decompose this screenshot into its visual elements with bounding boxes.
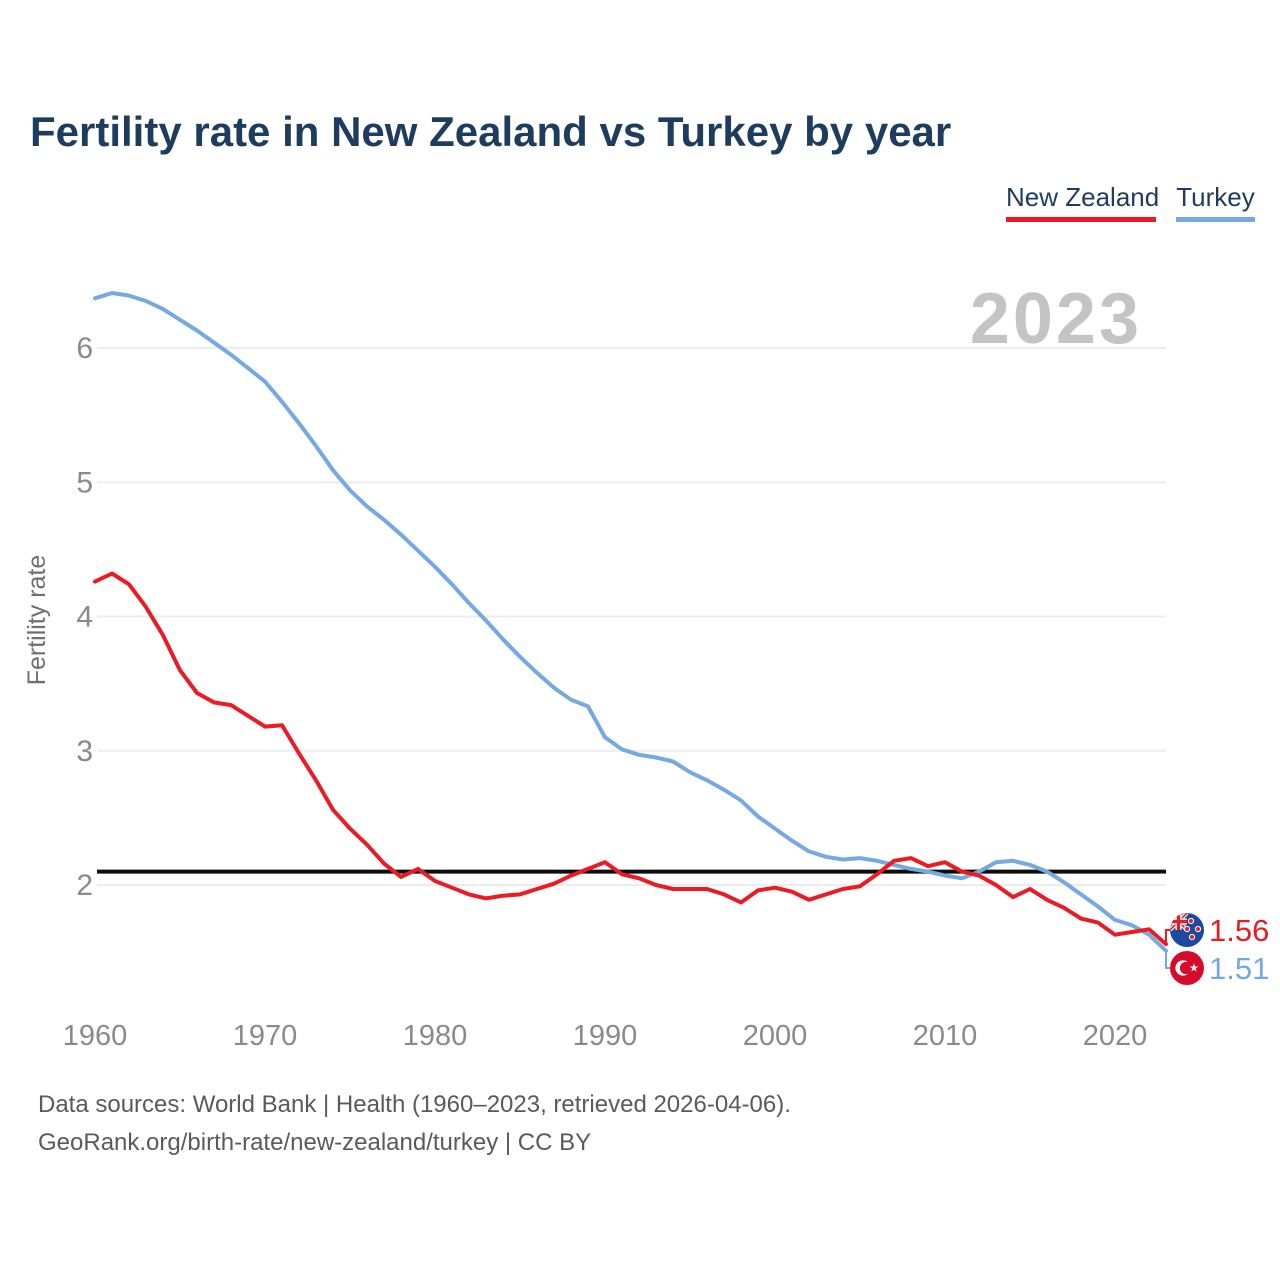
new-zealand-line	[93, 571, 1168, 947]
nz-star	[1194, 925, 1202, 933]
end-value-turkey: 1.51	[1209, 951, 1269, 986]
turkey-line	[93, 291, 1168, 953]
y-tick-label-4: 4	[76, 601, 93, 634]
x-tick-label-2000: 2000	[743, 1020, 808, 1052]
y-tick-label-3: 3	[76, 735, 93, 768]
nz-star	[1187, 917, 1195, 925]
turkey-flag-icon	[1170, 951, 1204, 985]
x-tick-label-2010: 2010	[913, 1020, 978, 1052]
turkey-connector	[1165, 950, 1170, 969]
y-axis-title: Fertility rate	[23, 555, 51, 686]
legend-item-new-zealand[interactable]: New Zealand	[1006, 182, 1159, 222]
x-tick-label-1990: 1990	[573, 1020, 638, 1052]
x-tick-label-1970: 1970	[233, 1020, 298, 1052]
line-chart: 2 3 4 5 6 1960 1970 1980 1990 2000 2010 2020 Fertili…	[23, 279, 1269, 1052]
legend: New Zealand Turkey	[0, 182, 1280, 222]
new-zealand-flag-icon	[1170, 913, 1204, 947]
watermark-year: 2023	[970, 279, 1142, 359]
footer-attribution-link: GeoRank.org/birth-rate/new-zealand/turke…	[38, 1129, 592, 1156]
footer-data-sources: Data sources: World Bank | Health (1960–…	[38, 1091, 791, 1118]
footer: Data sources: World Bank | Health (1960–…	[38, 1086, 791, 1162]
y-tick-label-5: 5	[76, 466, 93, 499]
nz-star	[1188, 933, 1196, 941]
x-tick-label-1980: 1980	[403, 1020, 468, 1052]
end-value-new-zealand: 1.56	[1209, 913, 1269, 948]
y-tick-label-2: 2	[76, 869, 93, 902]
x-tick-label-1960: 1960	[63, 1020, 128, 1052]
new-zealand-connector	[1165, 929, 1170, 945]
x-tick-label-2020: 2020	[1083, 1020, 1148, 1052]
nz-star	[1183, 925, 1191, 933]
y-tick-label-6: 6	[76, 332, 93, 365]
legend-item-turkey[interactable]: Turkey	[1176, 182, 1255, 222]
page-title: Fertility rate in New Zealand vs Turkey …	[30, 108, 952, 155]
